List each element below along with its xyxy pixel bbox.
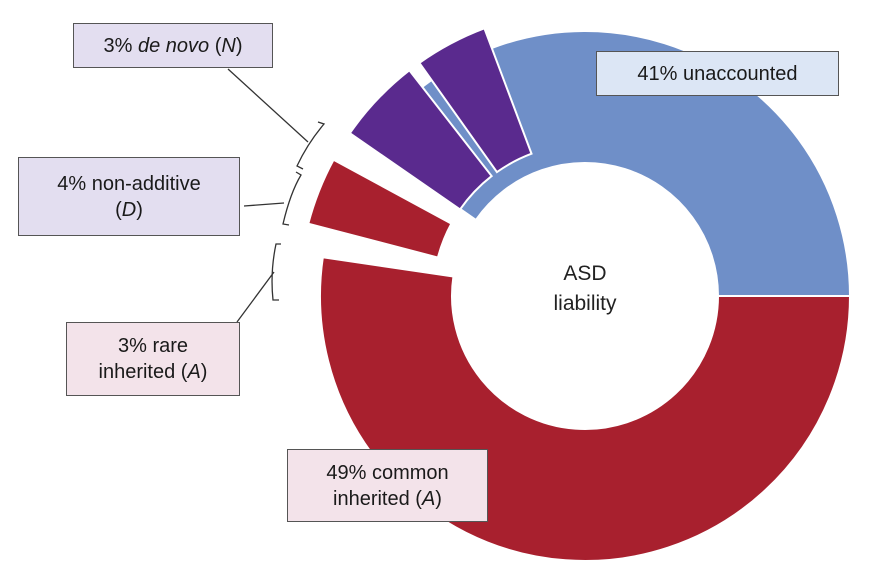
slice-non-additive bbox=[348, 68, 494, 211]
bracket-non-additive bbox=[282, 171, 302, 226]
label-non-additive-close: ) bbox=[136, 198, 143, 221]
label-de-novo-letter: N bbox=[221, 34, 236, 57]
label-non-additive-line1: 4% non-additive bbox=[57, 172, 201, 195]
label-common-letter: A bbox=[421, 487, 436, 510]
label-unaccounted: 41% unaccounted bbox=[596, 51, 839, 96]
label-rare-letter: A bbox=[187, 361, 201, 383]
center-label-line1: ASD bbox=[563, 262, 607, 285]
label-unaccounted-text: 41% unaccounted bbox=[637, 62, 798, 85]
label-de-novo: 3% de novo (N) bbox=[73, 23, 273, 68]
label-de-novo-name: de novo bbox=[137, 34, 210, 57]
center-label-line2: liability bbox=[553, 292, 617, 315]
connector-non-additive bbox=[243, 202, 285, 207]
label-de-novo-close: ) bbox=[235, 34, 243, 57]
label-common-close: ) bbox=[435, 487, 442, 510]
connector-rare bbox=[236, 271, 275, 323]
label-rare-line2: inherited ( bbox=[98, 361, 188, 383]
label-common-line1: 49% common bbox=[326, 461, 449, 484]
bracket-de-novo bbox=[296, 121, 326, 170]
label-non-additive-letter: D bbox=[121, 198, 137, 221]
label-connectors bbox=[227, 68, 326, 323]
slice-de-novo bbox=[417, 26, 533, 174]
label-de-novo-pct: 3% bbox=[103, 34, 133, 57]
label-common-line2: inherited ( bbox=[333, 487, 422, 510]
label-common-inherited: 49% common inherited (A) bbox=[287, 449, 488, 522]
label-rare-line1: 3% rare bbox=[117, 335, 189, 357]
label-non-additive: 4% non-additive (D) bbox=[18, 157, 240, 236]
connector-de-novo bbox=[227, 68, 309, 143]
label-rare-inherited: 3% rare inherited (A) bbox=[66, 322, 240, 396]
slice-rare-inherited bbox=[307, 158, 453, 259]
label-de-novo-open: ( bbox=[209, 34, 222, 57]
label-non-additive-open: ( bbox=[115, 198, 122, 221]
label-rare-close: ) bbox=[200, 361, 208, 383]
bracket-rare bbox=[271, 243, 281, 301]
